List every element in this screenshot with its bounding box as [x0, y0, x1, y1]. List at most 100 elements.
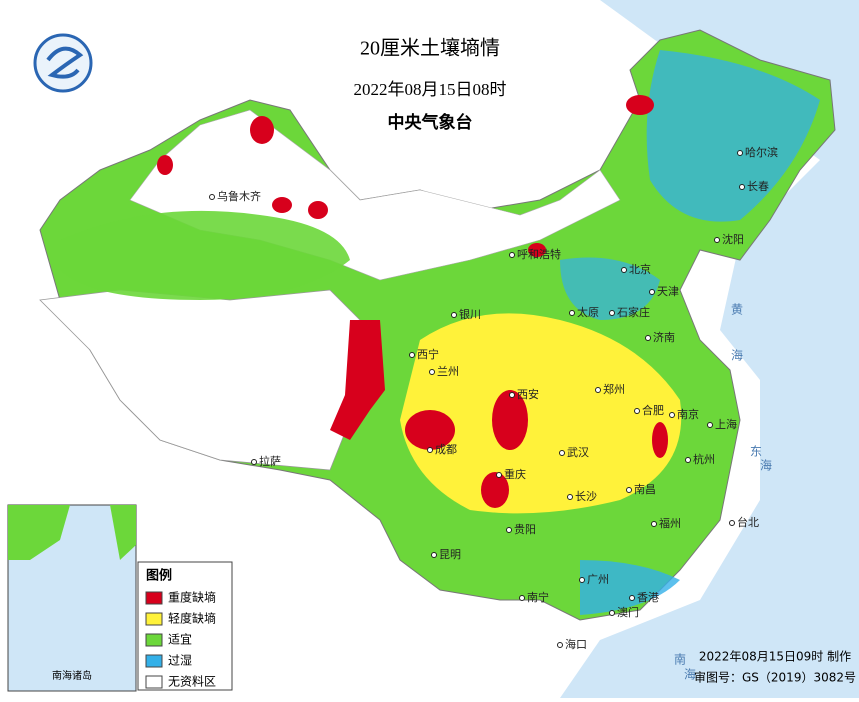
city-label: 北京 — [629, 262, 651, 276]
city-label: 乌鲁木齐 — [217, 189, 261, 203]
city-dot — [209, 194, 215, 200]
region — [560, 257, 660, 320]
city-label: 太原 — [577, 306, 599, 319]
city-label: 广州 — [587, 573, 609, 586]
region — [400, 313, 682, 514]
city-label: 澳门 — [617, 605, 639, 619]
city-dot — [427, 447, 433, 453]
city-label: 兰州 — [437, 365, 459, 378]
region — [60, 210, 350, 300]
city-label: 济南 — [653, 330, 675, 344]
city-label: 成都 — [435, 443, 457, 456]
city-label: 武汉 — [567, 446, 589, 459]
city-dot — [629, 595, 635, 601]
city-dot — [569, 310, 575, 316]
inset-land — [8, 505, 70, 560]
legend-title: 图例 — [146, 568, 172, 584]
city-dot — [621, 267, 627, 273]
city-label: 西宁 — [417, 347, 439, 361]
city-label: 西安 — [517, 387, 539, 401]
city-dot — [496, 472, 502, 478]
city-dot — [251, 459, 257, 465]
city-dot — [645, 335, 651, 341]
city-label: 银川 — [459, 307, 481, 321]
city-dot — [579, 577, 585, 583]
city-label: 香港 — [637, 591, 659, 604]
city-dot — [609, 610, 615, 616]
city-label: 重庆 — [504, 467, 526, 481]
city-dot — [714, 237, 720, 243]
city-label: 哈尔滨 — [745, 145, 778, 159]
city-dot — [685, 457, 691, 463]
footer-approval: 审图号：GS（2019）3082号 — [694, 670, 856, 685]
city-label: 拉萨 — [259, 454, 281, 468]
legend-label: 轻度缺墒 — [168, 611, 216, 626]
legend-label: 重度缺墒 — [168, 590, 216, 605]
title: 20厘米土壤墒情 — [360, 37, 500, 60]
legend-label: 过湿 — [168, 653, 192, 668]
city-dot — [509, 392, 515, 398]
legend-swatch — [145, 675, 163, 689]
sea-label: 海 — [684, 667, 696, 682]
footer-made: 2022年08月15日09时 制作 — [699, 650, 851, 664]
legend-frame — [137, 561, 233, 691]
legend-label: 适宜 — [168, 632, 192, 647]
city-dot — [431, 552, 437, 558]
city-dot — [649, 289, 655, 295]
city-dot — [634, 408, 640, 414]
city-label: 上海 — [715, 417, 737, 431]
city-label: 福州 — [659, 516, 681, 530]
sea-label: 海 — [731, 348, 743, 363]
legend-label: 无资料区 — [168, 675, 216, 689]
logo-mark — [46, 46, 84, 79]
sea-label: 黄 — [731, 303, 743, 317]
city-label: 台北 — [737, 515, 759, 529]
agency: 中央气象台 — [388, 112, 473, 133]
city-label: 南宁 — [527, 590, 549, 604]
legend-swatch — [145, 633, 163, 647]
sea-label: 南 — [674, 652, 686, 667]
city-dot — [429, 369, 435, 375]
city-label: 合肥 — [642, 403, 664, 417]
city-label: 南昌 — [634, 483, 656, 496]
city-label: 天津 — [657, 285, 679, 298]
city-label: 贵阳 — [514, 523, 536, 536]
region — [646, 50, 820, 222]
sea — [560, 0, 859, 698]
legend-swatch — [145, 591, 163, 605]
region — [580, 560, 680, 615]
city-dot — [729, 520, 735, 526]
subtitle: 2022年08月15日08时 — [354, 80, 507, 99]
city-dot — [651, 521, 657, 527]
city-label: 沈阳 — [722, 232, 744, 246]
city-dot — [557, 642, 563, 648]
city-dot — [595, 387, 601, 393]
city-dot — [519, 595, 525, 601]
city-label: 杭州 — [693, 452, 715, 466]
city-dot — [739, 184, 745, 190]
severe-patches — [157, 95, 668, 508]
city-dot — [509, 252, 515, 258]
sea-label: 东 — [750, 445, 762, 459]
city-dot — [669, 412, 675, 418]
legend-swatch — [145, 612, 163, 626]
logo — [33, 33, 93, 93]
city-label: 海口 — [565, 637, 587, 651]
inset-land — [110, 505, 136, 560]
city-dot — [559, 450, 565, 456]
city-dot — [737, 150, 743, 156]
city-label: 郑州 — [603, 382, 625, 396]
city-label: 长沙 — [575, 490, 597, 503]
city-dot — [567, 494, 573, 500]
legend-swatch — [145, 654, 163, 668]
city-label: 呼和浩特 — [517, 247, 561, 261]
city-dot — [409, 352, 415, 358]
city-label: 石家庄 — [617, 305, 650, 319]
city-dot — [626, 487, 632, 493]
sea-label: 海 — [760, 458, 772, 473]
city-label: 南京 — [677, 407, 699, 421]
